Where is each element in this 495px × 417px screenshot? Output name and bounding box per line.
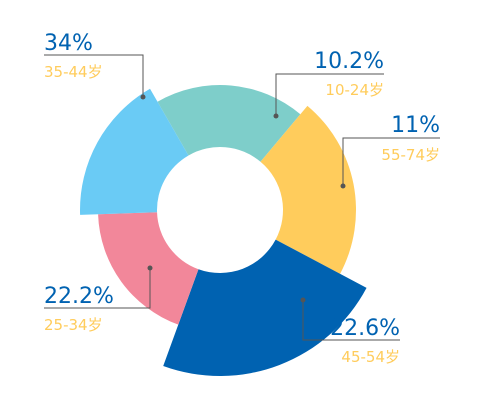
leader-line-55-74岁 xyxy=(342,137,440,186)
age-label-35-44岁: 35-44岁 xyxy=(44,63,103,81)
leader-dot-10-24岁 xyxy=(273,113,279,119)
leader-line-10-24岁 xyxy=(275,73,384,116)
leader-dot-45-54岁 xyxy=(300,297,306,303)
slice-35-44岁 xyxy=(80,88,189,215)
age-label-45-54岁: 45-54岁 xyxy=(341,348,400,366)
percent-label-10-24岁: 10.2% xyxy=(314,49,384,74)
leader-dot-55-74岁 xyxy=(340,183,346,189)
slice-55-74岁 xyxy=(260,105,356,274)
age-label-55-74岁: 55-74岁 xyxy=(381,146,440,164)
leader-dot-25-34岁 xyxy=(147,265,153,271)
percent-label-25-34岁: 22.2% xyxy=(44,284,114,309)
age-label-10-24岁: 10-24岁 xyxy=(325,81,384,99)
leader-line-25-34岁 xyxy=(44,268,151,309)
percent-label-55-74岁: 11% xyxy=(391,113,440,138)
percent-label-35-44岁: 34% xyxy=(44,31,93,56)
age-label-25-34岁: 25-34岁 xyxy=(44,316,103,334)
leader-line-45-54岁 xyxy=(302,300,400,341)
leader-line-35-44岁 xyxy=(44,54,144,97)
percent-label-45-54岁: 22.6% xyxy=(330,316,400,341)
leader-dot-35-44岁 xyxy=(140,94,146,100)
slice-10-24岁 xyxy=(157,84,301,162)
slice-45-54岁 xyxy=(163,239,367,377)
